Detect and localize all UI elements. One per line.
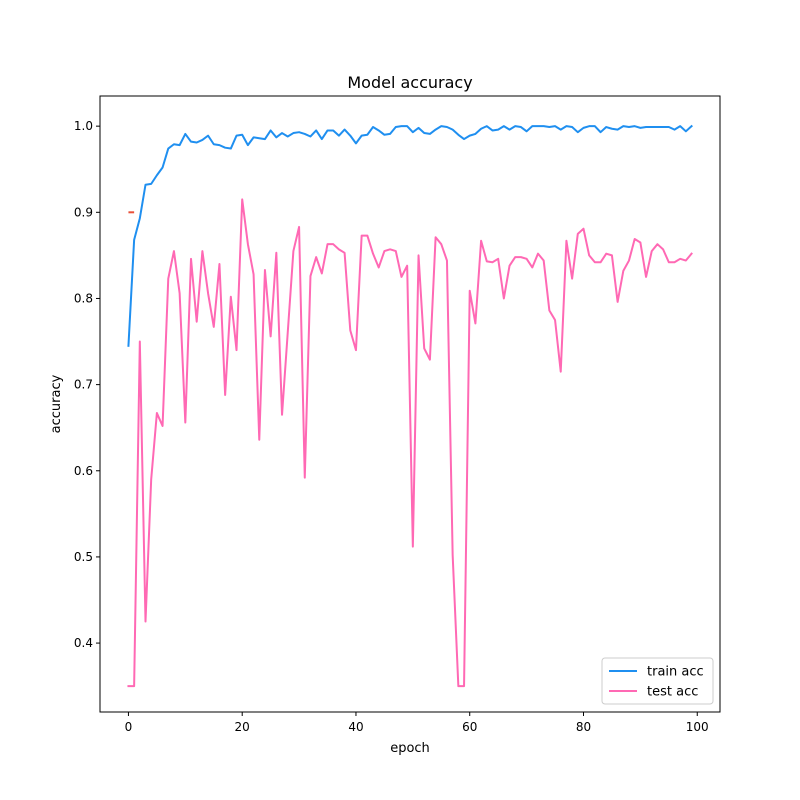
y-tick-label: 0.8: [74, 291, 93, 305]
y-tick-label: 1.0: [74, 119, 93, 133]
series-line-test-acc: [127, 198, 693, 688]
x-tick-label: 80: [576, 720, 591, 734]
x-tick-label: 0: [125, 720, 133, 734]
x-tick-label: 100: [686, 720, 709, 734]
x-tick-label: 20: [235, 720, 250, 734]
legend-label-train-acc: train acc: [647, 665, 704, 680]
y-tick-label: 0.9: [74, 205, 93, 219]
x-tick-label: 40: [348, 720, 363, 734]
plot-frame: [99, 95, 721, 713]
x-tick-label: 60: [462, 720, 477, 734]
series-line-train-acc: [127, 124, 693, 347]
y-axis-ticks: 0.4 0.5 0.6 0.7 0.8 0.9 1.0: [74, 119, 100, 650]
plot-area: [99, 95, 721, 713]
legend: train acc test acc: [601, 657, 714, 705]
y-axis-label: accuracy: [49, 374, 64, 433]
y-tick-label: 0.4: [74, 636, 93, 650]
y-tick-label: 0.7: [74, 378, 93, 392]
legend-box: [601, 657, 714, 705]
chart-title: Model accuracy: [347, 73, 472, 92]
series-layer: [127, 124, 693, 688]
x-axis-label: epoch: [390, 741, 430, 756]
y-tick-label: 0.5: [74, 550, 93, 564]
x-axis-ticks: 0 20 40 60 80 100: [125, 712, 709, 734]
legend-label-test-acc: test acc: [647, 685, 698, 700]
y-tick-label: 0.6: [74, 464, 93, 478]
